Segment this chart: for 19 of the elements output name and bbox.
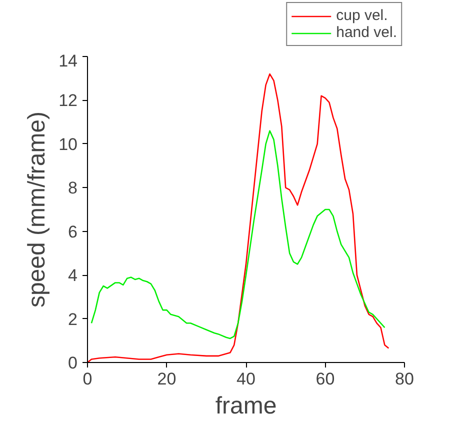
x-tick-label: 20 xyxy=(157,370,176,388)
y-tick-label: 14 xyxy=(58,52,78,70)
y-axis-title: speed (mm/frame) xyxy=(24,111,51,308)
x-tick-label: 80 xyxy=(395,370,414,388)
y-tick-label: 12 xyxy=(58,91,78,110)
y-tick-label: 2 xyxy=(68,310,78,329)
x-tick-label: 0 xyxy=(82,370,92,388)
line-series xyxy=(88,73,390,362)
y-tick-label: 0 xyxy=(68,354,78,372)
y-tick-label: 4 xyxy=(68,266,78,286)
x-tick-label: 60 xyxy=(316,370,335,388)
y-tick-label: 8 xyxy=(68,178,78,198)
y-tick-label: 6 xyxy=(68,222,78,242)
y-tick-label: 10 xyxy=(58,134,78,154)
line-series xyxy=(90,130,386,340)
x-axis-title: frame xyxy=(215,392,277,420)
legend-label: cup vel. xyxy=(336,7,388,24)
legend-label: hand vel. xyxy=(336,24,397,41)
x-tick-label: 40 xyxy=(236,370,256,388)
